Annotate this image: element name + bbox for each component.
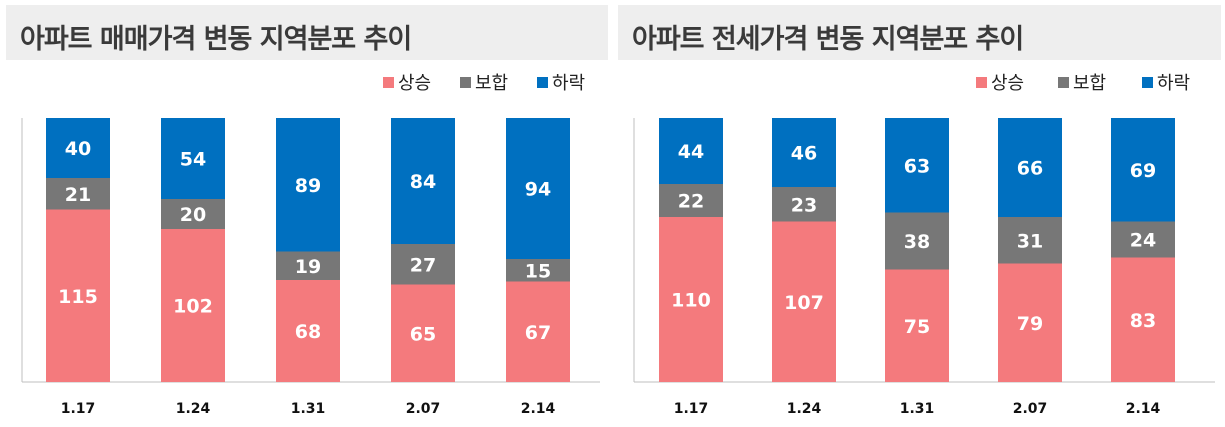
x-tick-label: 1.17 [674,401,709,417]
bar-value-label: 89 [295,175,321,197]
bar-value-label: 83 [1130,310,1156,332]
legend-swatch [1058,77,1069,88]
jeonse-price-stacked-bar-chart: 상승 보합 하락 110 22 44 1.17 107 23 46 1.24 75 38 63 1.31 79… [633,73,1215,417]
legend-label: 하락 [1157,73,1190,94]
bar-segment [161,199,225,229]
bar-segment [659,184,723,217]
bar-value-label: 40 [65,138,91,160]
x-tick-label: 1.24 [787,401,822,417]
bar-segment [885,269,949,382]
bar-segment [885,118,949,213]
bar-value-label: 15 [525,260,551,282]
x-tick-label: 2.14 [521,401,556,417]
x-tick-label: 1.31 [900,401,935,417]
legend-label: 상승 [991,73,1024,94]
bar-value-label: 84 [410,171,436,193]
bar-segment [1111,221,1175,258]
bar-value-label: 94 [525,179,551,201]
bar-segment [506,259,570,282]
bar-segment [772,187,836,222]
legend-label: 보합 [1073,73,1106,94]
bar-value-label: 19 [295,256,321,278]
x-tick-label: 1.17 [61,401,96,417]
bar-value-label: 20 [180,204,206,226]
bar-segment [659,217,723,382]
bar-value-label: 38 [904,231,930,253]
bar-value-label: 115 [58,286,98,308]
bar-segment [46,178,110,210]
legend-label: 하락 [552,73,585,94]
bar-segment [161,229,225,382]
chart-title-bar: 아파트 전세가격 변동 지역분포 추이 [618,5,1221,60]
bar-segment [276,118,340,252]
bar-segment [998,118,1062,217]
bar-segment [46,118,110,178]
bar-value-label: 44 [678,141,704,163]
bar-segment [391,118,455,244]
bar-segment [391,244,455,285]
sale-price-chart-panel: 아파트 매매가격 변동 지역분포 추이 상승 보합 하락 115 21 40 1.17 102… [0,0,612,427]
x-tick-label: 2.07 [1013,401,1048,417]
bar-segment [659,118,723,184]
bar-value-label: 65 [410,323,436,345]
bar-value-label: 46 [791,143,817,165]
legend-swatch [1142,77,1153,88]
x-tick-label: 1.31 [291,401,326,417]
sale-price-stacked-bar-chart: 상승 보합 하락 115 21 40 1.17 102 20 54 1.24 68 19 89 1.31 65… [21,73,600,417]
legend-label: 상승 [398,73,431,94]
x-tick-label: 2.14 [1126,401,1161,417]
bar-segment [998,263,1062,382]
chart-title: 아파트 매매가격 변동 지역분포 추이 [20,24,412,55]
bar-value-label: 21 [65,184,91,206]
bar-value-label: 24 [1130,230,1156,252]
bar-value-label: 67 [525,322,551,344]
bar-segment [1111,257,1175,382]
bar-value-label: 23 [791,194,817,216]
bar-value-label: 27 [410,254,436,276]
bar-segment [885,212,949,270]
bar-segment [1111,118,1175,222]
legend-swatch [976,77,987,88]
bar-segment [391,284,455,382]
bar-value-label: 63 [904,155,930,177]
legend-swatch [537,77,548,88]
chart-title-bar: 아파트 매매가격 변동 지역분포 추이 [6,5,608,60]
jeonse-price-chart-panel: 아파트 전세가격 변동 지역분포 추이 상승 보합 하락 110 22 44 1.17 107… [612,0,1225,427]
bar-segment [506,118,570,259]
x-tick-label: 1.24 [176,401,211,417]
bar-value-label: 54 [180,149,206,171]
legend-label: 보합 [475,73,508,94]
legend-swatch [460,77,471,88]
bar-segment [161,118,225,199]
bar-value-label: 75 [904,316,930,338]
bar-value-label: 107 [784,292,824,314]
bar-value-label: 66 [1017,158,1043,180]
bar-value-label: 110 [671,290,711,312]
legend-swatch [383,77,394,88]
bar-segment [276,251,340,280]
bar-segment [772,221,836,382]
bar-value-label: 69 [1130,160,1156,182]
chart-title: 아파트 전세가격 변동 지역분포 추이 [632,24,1024,55]
bar-segment [276,280,340,382]
bar-segment [998,217,1062,264]
bar-value-label: 102 [173,296,213,318]
bar-value-label: 79 [1017,313,1043,335]
bar-segment [506,281,570,382]
bar-value-label: 68 [295,321,321,343]
bar-value-label: 22 [678,191,704,213]
bar-segment [772,118,836,187]
x-tick-label: 2.07 [406,401,441,417]
bar-segment [46,209,110,382]
bar-value-label: 31 [1017,230,1043,252]
